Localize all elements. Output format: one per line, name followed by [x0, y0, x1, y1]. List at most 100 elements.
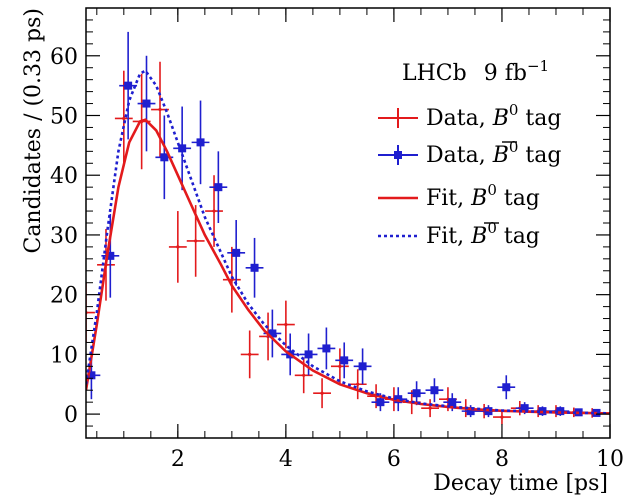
marker-dot: [338, 364, 342, 368]
legend-label-prefix: Data,: [426, 106, 493, 131]
data-point-b0bar: [497, 375, 516, 400]
marker-square: [502, 383, 511, 392]
y-tick-label: 50: [50, 105, 78, 130]
luminosity-exponent: −1: [527, 57, 549, 75]
axes: 2 4 6 8 10 0 10 20 30 40 50 60: [50, 8, 624, 472]
marker-square: [232, 248, 241, 257]
data-point-b0bar: [245, 237, 264, 298]
marker-square: [178, 144, 187, 153]
legend-label: Data, B0 tag: [426, 101, 561, 131]
marker-dot: [158, 107, 162, 112]
y-axis-title: Candidates / (0.33 ps): [21, 8, 46, 254]
y-tick-label: 10: [50, 343, 78, 368]
data-point-b0bar: [209, 151, 228, 223]
marker-square: [520, 404, 529, 413]
legend-marker-square: [394, 151, 402, 159]
marker-square: [160, 153, 169, 162]
marker-dot: [194, 239, 198, 243]
legend-entry: Fit, B0 tag: [378, 219, 540, 249]
x-tick-label: 8: [495, 447, 509, 472]
legend-entry: Fit, B0 tag: [378, 181, 540, 211]
legend-label-sup: 0: [509, 101, 519, 119]
marker-dot: [428, 406, 432, 410]
marker-square: [340, 356, 349, 365]
legend-label: Fit, B0 tag: [426, 219, 540, 249]
x-axis-title: Decay time [ps]: [433, 471, 608, 496]
data-point-b0bar: [317, 327, 336, 370]
marker-dot: [500, 415, 504, 419]
data-point-b0: [276, 300, 295, 349]
legend-entry: Data, B0 tag: [378, 138, 561, 168]
legend-label: Data, B0 tag: [426, 138, 561, 168]
marker-square: [142, 99, 151, 108]
marker-square: [250, 263, 259, 272]
x-tick-label: 2: [171, 447, 185, 472]
y-tick-label: 40: [50, 164, 78, 189]
marker-dot: [320, 391, 324, 395]
legend-label: Fit, B0 tag: [426, 181, 540, 211]
marker-square: [556, 407, 565, 416]
y-tick-label: 20: [50, 284, 78, 309]
legend-label-sup: 0: [487, 181, 497, 199]
plot-content: [86, 31, 610, 425]
x-tick-label: 6: [387, 447, 401, 472]
x-tick-label: 4: [279, 447, 293, 472]
marker-dot: [248, 352, 252, 356]
legend-label-sup: 0: [509, 138, 519, 156]
legend-label-b: B: [470, 186, 487, 211]
data-point-b0bar: [353, 348, 372, 385]
marker-dot: [176, 245, 180, 249]
x-tick-label: 10: [596, 447, 624, 472]
marker-square: [268, 329, 277, 338]
marker-square: [214, 183, 223, 192]
data-point-b0: [348, 369, 367, 400]
data-point-b0bar: [335, 342, 354, 379]
marker-dot: [356, 382, 360, 386]
marker-dot: [212, 209, 216, 213]
data-point-b0: [168, 211, 187, 283]
legend-label-prefix: Data,: [426, 143, 493, 168]
data-point-b0: [493, 409, 511, 425]
marker-dot: [122, 116, 126, 121]
legend-label-prefix: Fit,: [426, 186, 471, 211]
legend-label-b: B: [470, 224, 487, 249]
data-point-b0bar: [191, 100, 210, 185]
legend-label-sup: 0: [487, 219, 497, 237]
experiment-label: LHCb: [402, 61, 467, 86]
data-point-b0bar: [425, 378, 444, 403]
marker-dot: [302, 373, 306, 377]
marker-square: [87, 371, 96, 380]
marker-square: [196, 138, 205, 147]
data-point-b0bar: [461, 405, 480, 418]
y-tick-label: 30: [50, 224, 78, 249]
marker-square: [358, 362, 367, 371]
data-point-b0: [240, 330, 259, 379]
y-tick-label: 60: [50, 45, 78, 70]
marker-square: [430, 386, 439, 395]
legend-label-suffix: tag: [497, 224, 540, 249]
data-point-b0: [421, 399, 440, 418]
data-point-b0bar: [137, 55, 156, 152]
marker-square: [376, 398, 385, 407]
marker-square: [412, 389, 421, 398]
marker-square: [106, 251, 115, 260]
marker-square: [466, 407, 475, 416]
legend-label-suffix: tag: [518, 143, 561, 168]
legend-label-b: B: [492, 143, 509, 168]
marker-square: [124, 81, 133, 90]
legend-label-b: B: [492, 106, 509, 131]
marker-square: [322, 344, 331, 353]
data-point-b0: [313, 378, 331, 409]
marker-square: [304, 350, 313, 359]
data-point-b0bar: [101, 214, 120, 298]
luminosity-label: 9 fb: [484, 61, 527, 86]
legend-entry: Data, B0 tag: [378, 101, 561, 131]
series-3: [86, 69, 610, 415]
marker-square: [448, 398, 457, 407]
data-point-b0: [330, 348, 349, 385]
experiment-annotation: LHCb 9 fb−1: [402, 57, 549, 86]
y-tick-label: 0: [64, 403, 78, 428]
fit-curve-b0bar: [86, 69, 610, 415]
